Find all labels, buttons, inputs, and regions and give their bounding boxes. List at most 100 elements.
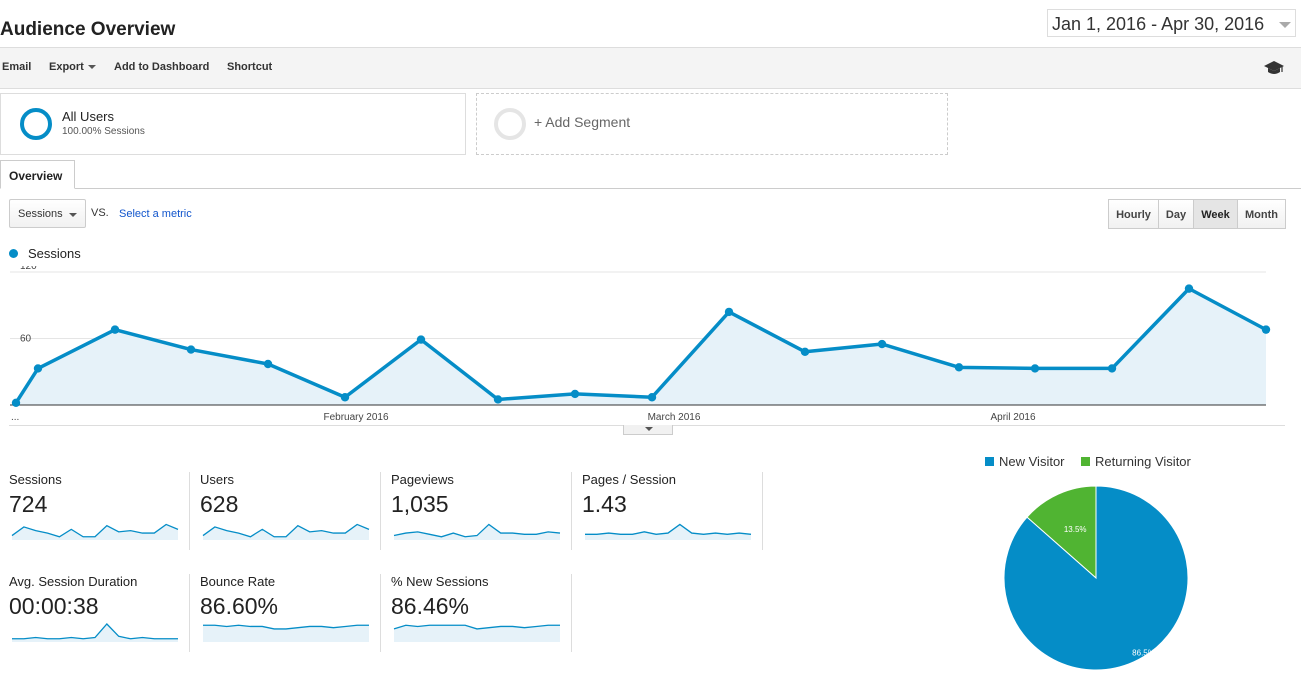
metric-tile[interactable]: Pageviews 1,035 bbox=[391, 472, 573, 552]
legend-label: New Visitor bbox=[999, 454, 1065, 469]
sessions-point[interactable] bbox=[877, 339, 887, 349]
sessions-point[interactable] bbox=[1030, 364, 1040, 373]
sessions-point[interactable] bbox=[416, 335, 426, 344]
period-hourly-button[interactable]: Hourly bbox=[1108, 199, 1159, 229]
sparkline-line bbox=[585, 523, 752, 535]
metric-label: % New Sessions bbox=[391, 574, 489, 589]
sessions-point[interactable] bbox=[110, 325, 120, 334]
shortcut-button[interactable]: Shortcut bbox=[227, 61, 273, 73]
date-range-picker[interactable]: Jan 1, 2016 - Apr 30, 2016 bbox=[1047, 9, 1296, 37]
period-week-button[interactable]: Week bbox=[1193, 199, 1238, 229]
collapse-chart-toggle[interactable] bbox=[623, 425, 673, 435]
y-tick-label: 120 bbox=[20, 266, 37, 272]
sparkline-line bbox=[203, 624, 369, 630]
segment-ring-icon bbox=[494, 108, 526, 140]
sparkline-area bbox=[585, 524, 751, 540]
metric-sparkline bbox=[585, 523, 752, 540]
tile-divider bbox=[380, 574, 381, 652]
metric-label: Bounce Rate bbox=[200, 574, 276, 589]
metric-value: 86.60% bbox=[200, 593, 279, 619]
sessions-area bbox=[16, 288, 1266, 405]
metric-tile[interactable]: Users 628 bbox=[200, 472, 382, 552]
sparkline-line bbox=[202, 523, 370, 538]
sparkline-area bbox=[12, 624, 178, 642]
pie-slice[interactable] bbox=[1026, 485, 1097, 580]
sessions-point[interactable] bbox=[186, 345, 196, 354]
date-range-text: Jan 1, 2016 - Apr 30, 2016 bbox=[1052, 14, 1265, 34]
x-tick-label: April 2016 bbox=[990, 412, 1035, 423]
period-day-button[interactable]: Day bbox=[1158, 199, 1194, 229]
sessions-point[interactable] bbox=[800, 347, 810, 356]
sparkline-area bbox=[394, 625, 560, 642]
metric-sparkline bbox=[11, 523, 179, 540]
segment-name: All Users bbox=[62, 109, 115, 124]
metric-value: 724 bbox=[9, 491, 48, 517]
metric-value: 628 bbox=[200, 491, 239, 517]
metric-label: Pages / Session bbox=[582, 472, 676, 487]
metric-sparkline bbox=[12, 623, 178, 642]
pie-legend-returning-visitor: Returning Visitor bbox=[1081, 454, 1191, 469]
x-tick-label: ... bbox=[11, 412, 19, 423]
sessions-point[interactable] bbox=[647, 393, 657, 402]
tile-divider bbox=[189, 574, 190, 652]
email-button[interactable]: Email bbox=[2, 61, 32, 73]
metric-select[interactable]: Sessions bbox=[9, 199, 86, 228]
sparkline-area bbox=[203, 625, 369, 642]
metric-value: 00:00:38 bbox=[9, 593, 99, 619]
tab-overview[interactable]: Overview bbox=[0, 160, 75, 189]
sessions-line-chart: 120 60... February 2016 March 2016 April 201… bbox=[10, 266, 1271, 423]
export-label: Export bbox=[49, 61, 84, 73]
visitor-pie-chart: 13.5% 86.5% bbox=[1003, 485, 1189, 671]
metric-tile[interactable]: Bounce Rate 86.60% bbox=[200, 574, 382, 654]
add-segment-label: + Add Segment bbox=[534, 114, 631, 130]
pie-slice-label: 86.5% bbox=[1132, 648, 1155, 657]
metric-value: 1.43 bbox=[582, 491, 627, 517]
add-to-dashboard-button[interactable]: Add to Dashboard bbox=[114, 61, 210, 73]
sparkline-line bbox=[12, 623, 178, 640]
segment-all-users[interactable]: All Users 100.00% Sessions bbox=[0, 93, 466, 155]
chevron-down-icon bbox=[645, 427, 653, 431]
metric-tile[interactable]: Sessions 724 bbox=[9, 472, 191, 552]
pie-slice[interactable] bbox=[1003, 485, 1189, 671]
chevron-down-icon bbox=[1279, 22, 1291, 28]
sparkline-line bbox=[393, 624, 560, 630]
metric-tile[interactable]: Avg. Session Duration 00:00:38 bbox=[9, 574, 191, 654]
report-toolbar: Email Export Add to Dashboard Shortcut bbox=[0, 47, 1301, 89]
sparkline-line bbox=[393, 523, 561, 538]
segment-sessions-share: 100.00% Sessions bbox=[62, 126, 145, 137]
x-tick-label: February 2016 bbox=[323, 412, 388, 423]
sessions-point[interactable] bbox=[493, 395, 503, 404]
metric-value: 1,035 bbox=[391, 491, 449, 517]
metric-label: Avg. Session Duration bbox=[9, 574, 138, 589]
graduation-cap-icon[interactable] bbox=[1264, 60, 1284, 76]
sessions-point[interactable] bbox=[263, 359, 273, 369]
metric-label: Users bbox=[200, 472, 234, 487]
select-metric-link[interactable]: Select a metric bbox=[119, 208, 192, 220]
tab-bar bbox=[0, 188, 1301, 189]
sessions-point[interactable] bbox=[570, 389, 580, 399]
sessions-point[interactable] bbox=[1184, 284, 1194, 293]
sessions-point[interactable] bbox=[1261, 325, 1271, 334]
metric-tile[interactable]: Pages / Session 1.43 bbox=[582, 472, 764, 552]
sessions-point[interactable] bbox=[11, 398, 21, 407]
sessions-point[interactable] bbox=[724, 307, 734, 317]
sessions-point[interactable] bbox=[340, 393, 350, 402]
sparkline-line bbox=[11, 523, 179, 538]
sessions-point[interactable] bbox=[1107, 364, 1117, 373]
page-title: Audience Overview bbox=[0, 19, 176, 40]
sessions-point[interactable] bbox=[954, 363, 964, 372]
y-tick-label: 60 bbox=[20, 334, 32, 345]
x-tick-label: March 2016 bbox=[648, 412, 701, 423]
period-month-button[interactable]: Month bbox=[1237, 199, 1286, 229]
metric-tile[interactable]: % New Sessions 86.46% bbox=[391, 574, 573, 654]
add-segment-button[interactable]: + Add Segment bbox=[476, 93, 948, 155]
export-button[interactable]: Export bbox=[49, 61, 96, 73]
metric-value: 86.46% bbox=[391, 593, 470, 619]
tile-divider bbox=[571, 472, 572, 550]
metric-sparkline bbox=[202, 523, 370, 540]
tile-divider bbox=[380, 472, 381, 550]
metric-label: Sessions bbox=[9, 472, 62, 487]
metric-select-value: Sessions bbox=[18, 208, 63, 220]
sessions-point[interactable] bbox=[33, 364, 43, 373]
sessions-legend-label: Sessions bbox=[28, 246, 81, 261]
